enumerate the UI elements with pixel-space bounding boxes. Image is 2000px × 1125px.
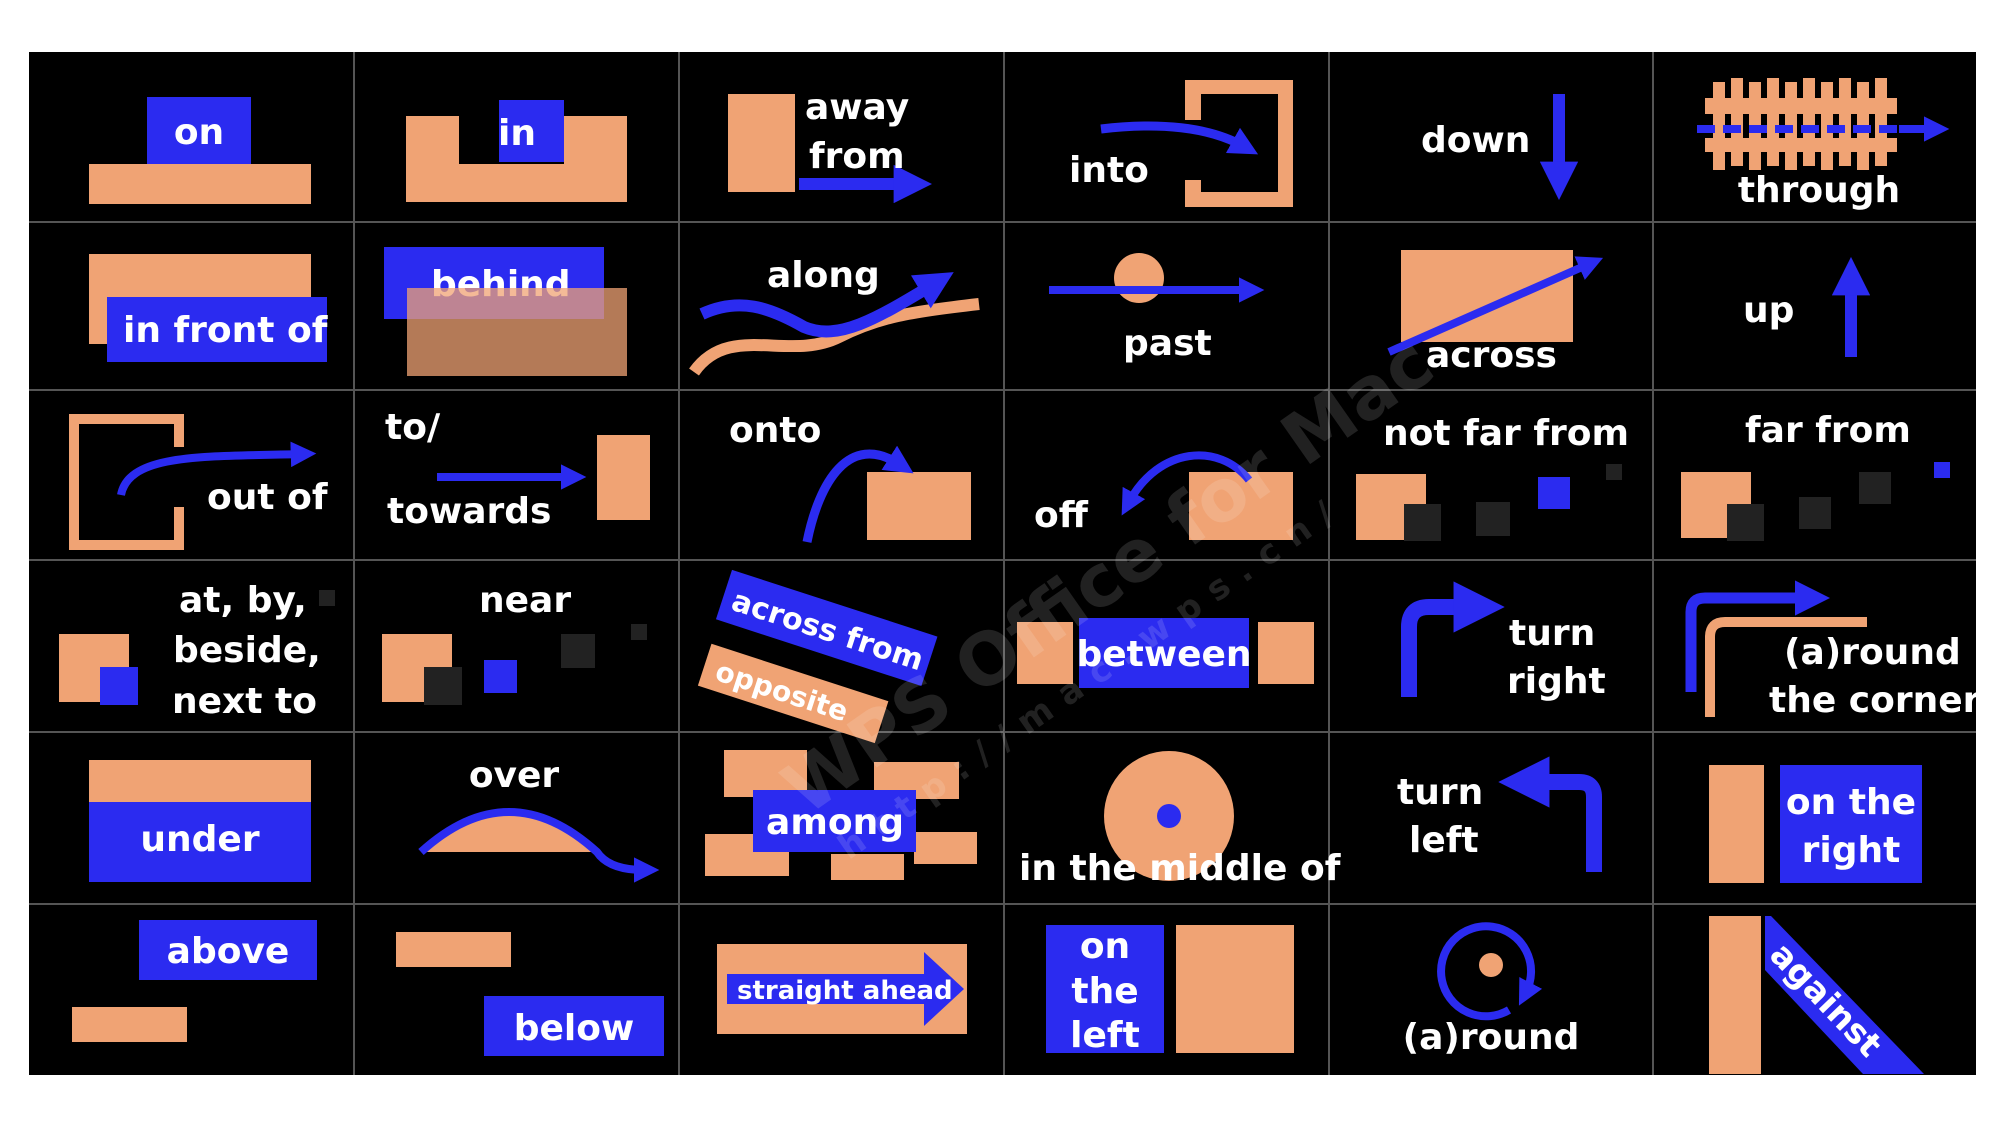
cell-turn-right: turn right — [1401, 581, 1606, 702]
label-above: above — [167, 931, 290, 972]
label-turn-right-1: turn — [1509, 613, 1595, 654]
label-in-the-middle-of: in the middle of — [1019, 848, 1341, 889]
cell-round-the-corner: (a)round the corner — [1685, 580, 1981, 721]
label-turn-left-1: turn — [1397, 772, 1483, 813]
prepositions-diagram: on in away from into down through — [29, 52, 1981, 1075]
cell-among: among — [705, 750, 977, 880]
cell-in-front-of: in front of — [89, 254, 328, 362]
label-in-front-of: in front of — [123, 310, 328, 351]
cell-off: off — [1034, 451, 1293, 540]
cell-up: up — [1743, 256, 1871, 357]
cell-around: (a)round — [1403, 922, 1580, 1058]
cell-on-the-right: on the right — [1709, 765, 1922, 883]
label-turn-right-2: right — [1507, 661, 1606, 702]
label-straight-ahead: straight ahead — [737, 976, 953, 1006]
cell-in-the-middle-of: in the middle of — [1019, 751, 1341, 889]
cell-across: across — [1387, 250, 1604, 376]
label-around-corner-2: the corner — [1769, 680, 1976, 721]
prepositions-board: on in away from into down through — [29, 52, 1981, 1075]
cell-between: between — [1017, 618, 1314, 688]
label-near: near — [479, 580, 571, 621]
label-around: (a)round — [1403, 1017, 1580, 1058]
label-through: through — [1738, 170, 1900, 211]
label-on-the-left-3: left — [1070, 1015, 1140, 1056]
label-under: under — [140, 819, 259, 860]
label-onto: onto — [729, 410, 821, 451]
label-along: along — [767, 255, 880, 296]
label-across: across — [1426, 335, 1557, 376]
cell-behind: behind — [384, 247, 627, 376]
cell-far-from: far from — [1681, 410, 1950, 541]
label-down: down — [1421, 120, 1530, 161]
cell-on: on — [89, 97, 311, 204]
label-around-corner-1: (a)round — [1784, 632, 1961, 673]
label-over: over — [469, 755, 560, 796]
label-far-from: far from — [1745, 410, 1911, 451]
label-in: in — [498, 113, 536, 154]
label-on: on — [174, 112, 224, 153]
label-on-the-left-2: the — [1071, 971, 1138, 1012]
label-to: to/ — [385, 407, 441, 448]
cell-along: along — [689, 255, 980, 376]
label-turn-left-2: left — [1409, 820, 1479, 861]
label-beside: beside, — [173, 630, 321, 671]
cell-turn-left: turn left — [1397, 756, 1602, 872]
cell-under: under — [89, 760, 311, 882]
label-not-far-from: not far from — [1383, 413, 1629, 454]
label-from: from — [809, 136, 905, 177]
label-on-the-right-1: on the — [1786, 782, 1916, 823]
cell-at-by: at, by, beside, next to — [59, 580, 335, 722]
label-towards: towards — [387, 491, 551, 532]
label-next-to: next to — [172, 681, 317, 722]
label-off: off — [1034, 495, 1089, 536]
cell-onto: onto — [729, 410, 971, 543]
label-past: past — [1123, 323, 1212, 364]
cell-straight-ahead: straight ahead — [717, 944, 967, 1034]
label-between: between — [1076, 634, 1251, 675]
cell-out-of: out of — [69, 414, 328, 550]
cell-near: near — [382, 580, 647, 705]
cell-away-from: away from — [728, 87, 933, 204]
label-below: below — [514, 1008, 635, 1049]
label-out-of: out of — [207, 477, 328, 518]
grid-lines — [29, 52, 1976, 1075]
label-away: away — [805, 87, 909, 128]
cell-below: below — [396, 932, 664, 1056]
label-up: up — [1743, 290, 1794, 331]
cell-down: down — [1421, 94, 1579, 201]
label-among: among — [766, 802, 904, 843]
cell-not-far-from: not far from — [1356, 413, 1629, 541]
cell-above: above — [72, 920, 317, 1042]
cell-in: in — [406, 100, 627, 202]
cell-to-towards: to/ towards — [385, 407, 650, 532]
cell-past: past — [1049, 253, 1265, 364]
cell-through: through — [1697, 78, 1950, 211]
cell-on-the-left: on the left — [1046, 925, 1294, 1056]
label-into: into — [1069, 150, 1149, 191]
label-on-the-left-1: on — [1080, 926, 1130, 967]
cell-into: into — [1069, 80, 1293, 207]
label-on-the-right-2: right — [1802, 830, 1901, 871]
cell-over: over — [418, 755, 660, 883]
label-at-by: at, by, — [179, 580, 307, 621]
